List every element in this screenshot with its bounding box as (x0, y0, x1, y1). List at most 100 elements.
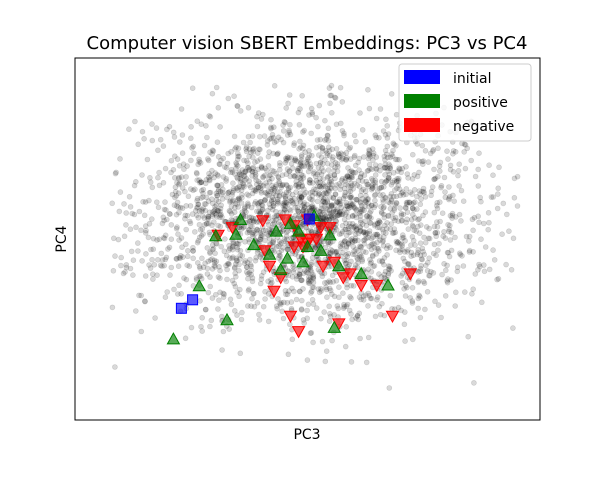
background-point (357, 110, 363, 116)
background-point (382, 195, 388, 201)
background-point (308, 269, 315, 276)
background-point (263, 190, 270, 196)
background-point (227, 199, 233, 205)
background-point (318, 286, 324, 292)
background-point (347, 156, 354, 162)
background-point (324, 279, 330, 286)
background-point (112, 364, 118, 370)
background-point (195, 201, 202, 208)
background-point (350, 283, 357, 289)
background-point (486, 219, 492, 226)
positive-point (233, 212, 248, 225)
background-point (211, 174, 217, 181)
background-point (345, 223, 352, 230)
background-point (458, 218, 464, 224)
background-point (361, 237, 368, 243)
background-point (162, 256, 169, 263)
background-point (258, 199, 264, 205)
background-point (343, 150, 350, 156)
background-point (387, 163, 393, 169)
background-point (218, 243, 224, 250)
background-point (213, 258, 220, 265)
background-point (420, 278, 427, 285)
background-point (317, 136, 324, 143)
background-point (284, 182, 290, 189)
background-point (372, 313, 379, 320)
highlight-series (166, 208, 418, 345)
background-point (203, 194, 210, 201)
background-point (450, 192, 456, 199)
background-point (445, 249, 452, 256)
background-point (297, 106, 303, 112)
background-point (291, 266, 297, 272)
background-point (244, 191, 250, 198)
background-point (398, 241, 405, 247)
background-point (168, 222, 175, 228)
negative-point (309, 233, 324, 247)
background-point (243, 144, 250, 150)
background-point (248, 149, 254, 156)
background-point (446, 193, 453, 200)
background-point (409, 298, 416, 304)
background-point (257, 156, 264, 162)
background-point (220, 328, 227, 335)
background-point (225, 95, 232, 102)
background-point (300, 207, 307, 213)
background-point (355, 237, 361, 244)
background-point (365, 303, 371, 309)
background-point (281, 119, 288, 125)
background-point (415, 247, 422, 253)
background-point (279, 308, 286, 315)
background-point (142, 223, 149, 229)
background-point (301, 204, 308, 210)
background-point (337, 200, 344, 207)
background-point (234, 312, 240, 318)
background-point (162, 232, 169, 239)
background-point (348, 195, 355, 201)
background-point (224, 276, 230, 283)
positive-point (269, 224, 284, 237)
background-point (113, 169, 119, 176)
background-point (248, 303, 254, 310)
background-point (285, 246, 292, 253)
background-point (511, 195, 518, 201)
background-point (201, 201, 208, 207)
background-point (298, 159, 304, 165)
background-point (245, 203, 251, 210)
background-point (330, 214, 336, 221)
background-point (161, 206, 168, 213)
background-point (300, 286, 306, 292)
background-point (328, 213, 335, 219)
background-point (348, 311, 354, 317)
background-point (143, 227, 149, 234)
background-point (268, 197, 275, 204)
background-point (289, 197, 295, 204)
background-point (313, 186, 319, 193)
background-point (396, 166, 403, 173)
background-point (458, 187, 465, 194)
background-point (499, 231, 505, 237)
background-point (398, 307, 404, 314)
background-point (139, 128, 146, 135)
background-point (215, 198, 222, 205)
background-point (243, 158, 250, 164)
background-point (248, 267, 255, 274)
background-point (219, 196, 226, 202)
background-point (280, 315, 287, 322)
background-point (283, 189, 290, 196)
background-point (231, 280, 237, 287)
background-point (320, 191, 327, 197)
background-point (308, 105, 315, 112)
background-point (230, 197, 236, 204)
background-point (398, 273, 405, 279)
background-point (172, 194, 178, 201)
background-point (181, 275, 187, 281)
background-point (363, 193, 369, 199)
background-point (274, 189, 281, 195)
background-point (175, 291, 181, 297)
background-point (332, 248, 338, 255)
background-point (269, 206, 276, 213)
background-point (422, 148, 429, 154)
background-point (463, 233, 470, 240)
background-point (338, 211, 345, 218)
